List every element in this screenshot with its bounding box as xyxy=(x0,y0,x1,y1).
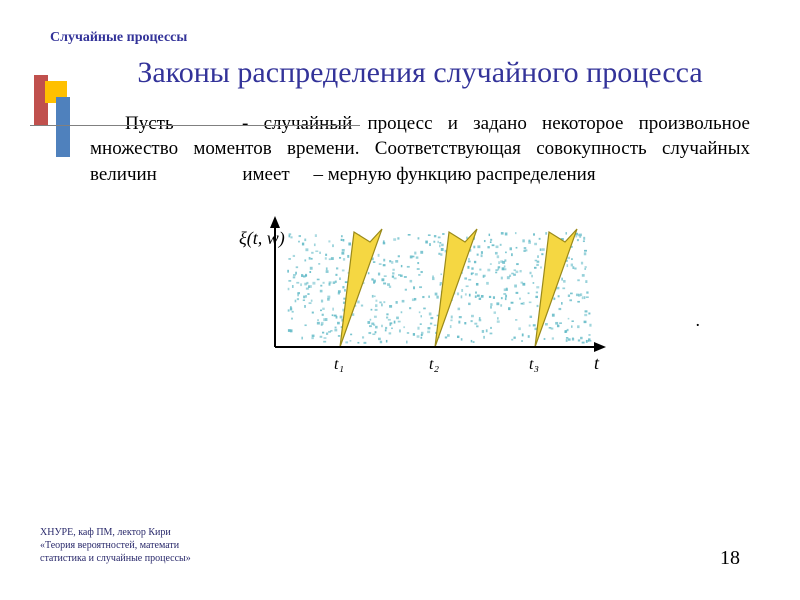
process-diagram: ξ(t, w) t t₁ t₂ t₃ xyxy=(220,207,620,377)
trailing-period: . xyxy=(696,310,701,331)
diagram-container: ξ(t, w) t t₁ t₂ t₃ xyxy=(90,207,750,382)
slide-title: Законы распределения случайного процесса xyxy=(90,56,750,91)
page-number: 18 xyxy=(720,547,740,570)
svg-text:t₂: t₂ xyxy=(429,356,439,373)
footer-line-1: ХНУРЕ, каф ПМ, лектор Кири xyxy=(40,526,191,539)
footer-line-2: «Теория вероятностей, математи xyxy=(40,539,191,552)
footer-line-3: статистика и случайные процессы» xyxy=(40,552,191,565)
svg-text:t₁: t₁ xyxy=(334,356,344,373)
footer-citation: ХНУРЕ, каф ПМ, лектор Кири «Теория вероя… xyxy=(40,526,191,565)
section-label: Случайные процессы xyxy=(50,30,750,46)
body-paragraph: Пусть - случайный процесс и задано некот… xyxy=(90,111,750,188)
svg-text:ξ(t, w): ξ(t, w) xyxy=(239,228,285,249)
deco-blue-bar xyxy=(56,97,70,157)
deco-horizontal-line xyxy=(30,125,360,126)
svg-text:t: t xyxy=(594,353,600,373)
svg-text:t₃: t₃ xyxy=(529,356,539,373)
